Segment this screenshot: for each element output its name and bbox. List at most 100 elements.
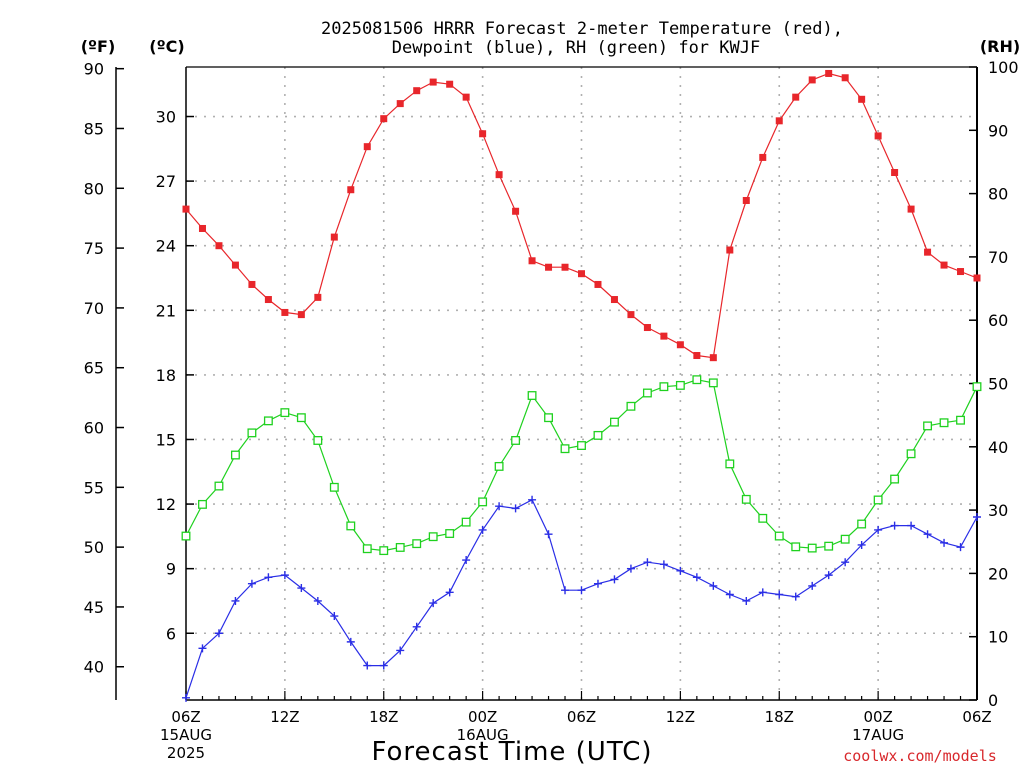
rh-tick-label: 80	[988, 185, 1008, 204]
data-point	[692, 375, 702, 385]
data-point	[973, 274, 981, 282]
data-point	[627, 311, 635, 319]
data-point	[495, 502, 504, 511]
rh-tick-label: 10	[988, 628, 1008, 647]
data-point	[396, 646, 405, 655]
data-point	[214, 629, 223, 638]
rh-unit-label: (RH)	[980, 37, 1020, 56]
data-point	[742, 196, 750, 204]
time-tick-label: 18Z	[765, 708, 794, 726]
data-point	[231, 261, 239, 269]
fahrenheit-tick-label: 85	[84, 119, 104, 138]
x-axis-title: Forecast Time (UTC)	[371, 737, 652, 767]
series-rh	[181, 375, 982, 556]
data-point	[478, 525, 487, 534]
axes	[115, 66, 978, 701]
data-point	[858, 95, 866, 103]
data-point	[330, 233, 338, 241]
data-series	[181, 69, 982, 702]
data-point	[891, 169, 899, 176]
data-point	[528, 495, 537, 504]
data-point	[610, 575, 619, 584]
celsius-tick-label: 18	[156, 366, 176, 385]
data-point	[725, 459, 735, 469]
data-point	[808, 76, 816, 84]
data-point	[610, 296, 618, 304]
rh-tick-label: 40	[988, 438, 1008, 457]
fahrenheit-tick-label: 70	[84, 299, 104, 318]
data-point	[577, 586, 586, 595]
data-point	[181, 531, 191, 541]
data-point	[725, 590, 734, 599]
data-point	[758, 513, 768, 523]
data-point	[775, 117, 783, 125]
data-point	[775, 590, 784, 599]
time-tick-label: 06Z	[171, 708, 200, 726]
series-temperature	[182, 69, 981, 362]
data-point	[479, 130, 487, 138]
data-point	[363, 661, 372, 670]
data-point	[462, 556, 471, 565]
rh-tick-label: 60	[988, 311, 1008, 330]
data-point	[396, 100, 404, 108]
data-point	[693, 352, 701, 360]
data-point	[956, 543, 965, 552]
data-point	[923, 530, 932, 539]
celsius-unit-label: (ºC)	[149, 37, 184, 56]
time-tick-label: 17AUG	[852, 726, 904, 744]
data-point	[231, 596, 240, 605]
fahrenheit-unit-label: (ºF)	[81, 37, 116, 56]
data-point	[807, 543, 817, 553]
data-point	[857, 540, 866, 549]
data-point	[808, 581, 817, 590]
time-tick-label: 06Z	[567, 708, 596, 726]
data-point	[478, 497, 488, 507]
data-point	[380, 115, 388, 123]
data-point	[824, 541, 834, 551]
data-point	[643, 324, 651, 332]
data-point	[561, 586, 570, 595]
data-point	[643, 558, 652, 567]
data-point	[626, 401, 636, 411]
data-point	[774, 531, 784, 541]
data-point	[412, 539, 422, 549]
data-point	[660, 332, 668, 340]
data-point	[297, 311, 305, 319]
data-point	[511, 436, 521, 445]
data-point	[511, 504, 520, 513]
celsius-tick-label: 6	[166, 624, 176, 643]
data-point	[956, 415, 965, 425]
data-point	[676, 566, 685, 575]
fahrenheit-axis: 40 45 50 55 60 65 70 75 80 85 90	[84, 60, 124, 677]
data-point	[957, 268, 965, 276]
fahrenheit-tick-label: 50	[84, 538, 104, 557]
data-point	[280, 571, 289, 580]
data-point	[561, 263, 569, 271]
data-point	[264, 296, 272, 304]
data-point	[494, 461, 504, 471]
data-point	[395, 542, 405, 552]
data-point	[626, 564, 635, 573]
data-point	[675, 380, 685, 390]
fahrenheit-tick-label: 75	[84, 239, 104, 258]
data-point	[593, 579, 602, 588]
series-dewpoint	[182, 495, 981, 702]
data-point	[347, 186, 355, 194]
data-point	[412, 622, 421, 631]
data-point	[428, 532, 438, 542]
rh-tick-label: 50	[988, 375, 1008, 394]
rh-tick-label: 20	[988, 564, 1008, 583]
data-point	[560, 444, 570, 454]
data-point	[594, 280, 602, 288]
data-point	[527, 391, 537, 400]
celsius-tick-label: 9	[166, 560, 176, 579]
grid-lines	[186, 67, 977, 700]
chart-title-line-1: 2025081506 HRRR Forecast 2-meter Tempera…	[321, 19, 843, 39]
data-point	[445, 529, 455, 538]
data-point	[791, 542, 801, 552]
fahrenheit-tick-label: 45	[84, 598, 104, 617]
time-tick-label: 12Z	[666, 708, 695, 726]
data-point	[610, 417, 619, 427]
data-point	[182, 693, 190, 702]
